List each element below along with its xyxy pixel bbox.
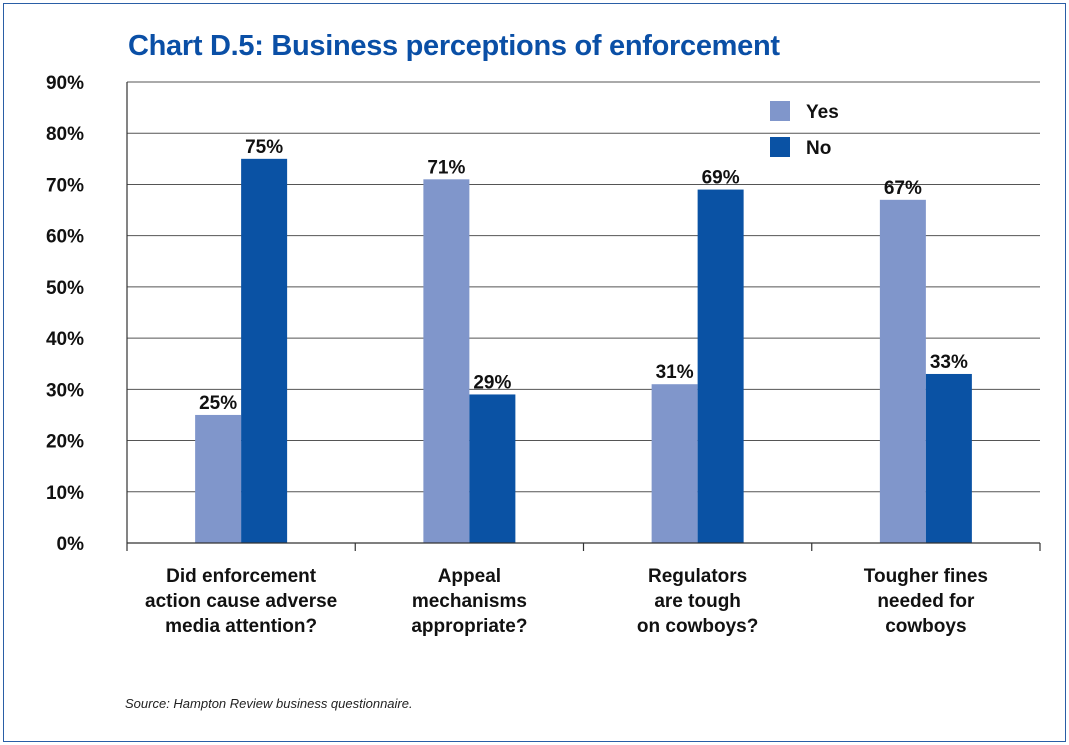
bar-yes: [423, 179, 470, 544]
bar-yes: [651, 384, 698, 543]
chart-frame: [3, 3, 1066, 742]
data-label: 67%: [884, 178, 922, 199]
y-tick-label: 10%: [46, 483, 84, 504]
category-label: Tougher fines needed for cowboys: [864, 566, 988, 637]
y-tick-label: 60%: [46, 227, 84, 248]
bar-yes: [879, 199, 926, 544]
y-tick-label: 80%: [46, 124, 84, 145]
x-axis: Did enforcement action cause adverse media…: [126, 82, 1041, 637]
data-label: 33%: [930, 352, 968, 373]
bar-no: [241, 158, 288, 544]
legend-label-no: No: [806, 138, 831, 159]
y-tick-label: 50%: [46, 278, 84, 299]
y-axis: 0% 10% 20% 30% 40% 50% 60% 70% 80% 90%: [46, 73, 84, 555]
data-labels: 25% 71% 31% 67% 75% 29% 69% 33%: [199, 137, 968, 414]
bar-yes: [195, 414, 242, 543]
legend: Yes No: [770, 101, 839, 159]
data-label: 31%: [656, 362, 694, 383]
data-label: 69%: [702, 168, 740, 189]
legend-swatch-yes: [770, 101, 790, 121]
legend-swatch-no: [770, 137, 790, 157]
data-label: 25%: [199, 393, 237, 414]
bar-no: [697, 189, 744, 544]
y-tick-label: 30%: [46, 380, 84, 401]
category-label: Appeal mechanisms appropriate?: [411, 566, 527, 637]
y-tick-label: 0%: [57, 534, 85, 555]
category-label: Regulators are tough on cowboys?: [637, 566, 758, 637]
data-label: 29%: [473, 372, 511, 393]
y-tick-label: 90%: [46, 73, 84, 94]
chart-title: Chart D.5: Business perceptions of enfor…: [128, 30, 780, 62]
bar-no: [469, 394, 516, 543]
legend-label-yes: Yes: [806, 102, 839, 123]
bar-no: [925, 373, 972, 543]
y-tick-label: 40%: [46, 329, 84, 350]
y-tick-label: 20%: [46, 432, 84, 453]
source-note: Source: Hampton Review business question…: [125, 696, 413, 711]
data-label: 71%: [427, 157, 465, 178]
category-label: Did enforcement action cause adverse media…: [145, 566, 337, 637]
bars: [195, 158, 972, 544]
data-label: 75%: [245, 137, 283, 158]
y-tick-label: 70%: [46, 175, 84, 196]
